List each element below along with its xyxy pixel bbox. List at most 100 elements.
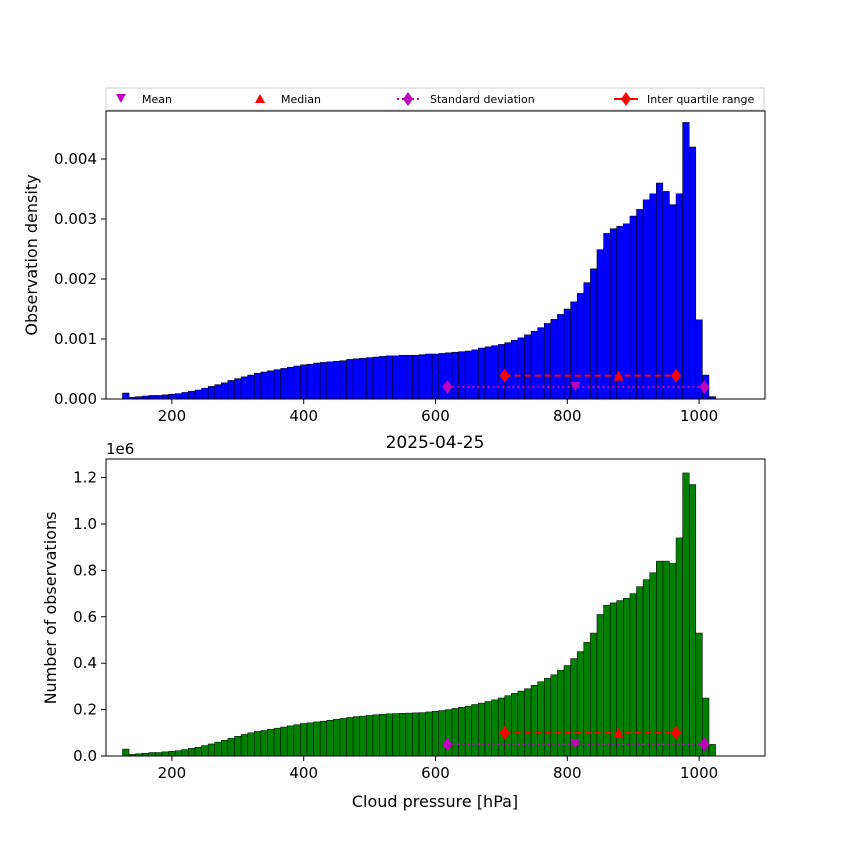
density-x-tick-label: 400 xyxy=(289,407,318,425)
count-bar xyxy=(267,729,275,757)
count-bar xyxy=(708,744,716,757)
count-iqr-marker xyxy=(671,725,682,740)
count-std-marker xyxy=(699,737,710,752)
count-iqr-marker xyxy=(499,725,510,740)
count-std-marker xyxy=(442,737,453,752)
density-bar xyxy=(675,193,683,400)
density-bar xyxy=(464,350,472,400)
density-x-tick-label: 200 xyxy=(158,407,187,425)
density-bar xyxy=(603,233,611,400)
count-bar xyxy=(372,714,380,757)
density-bar xyxy=(188,390,196,400)
count-bar xyxy=(168,751,176,757)
count-bar xyxy=(247,732,255,757)
count-x-ticks: 200 400 600 800 1000 xyxy=(158,756,718,782)
density-bar xyxy=(392,355,400,400)
density-bar xyxy=(286,366,295,400)
count-bar xyxy=(688,484,697,757)
count-bar xyxy=(491,699,499,757)
density-bar xyxy=(174,393,183,400)
count-bar xyxy=(260,730,268,757)
density-bar xyxy=(583,282,591,400)
density-bar xyxy=(405,354,413,400)
density-bar xyxy=(590,268,598,400)
density-bar xyxy=(168,393,176,400)
density-bar xyxy=(399,354,407,400)
count-bar xyxy=(174,750,183,757)
density-bar xyxy=(438,353,446,400)
density-bar xyxy=(319,362,328,400)
count-bar xyxy=(359,715,367,757)
count-bar xyxy=(438,710,446,757)
count-bar xyxy=(662,560,670,757)
count-bar xyxy=(649,572,657,757)
count-y-tick-label: 0.8 xyxy=(73,561,97,579)
density-bar xyxy=(254,372,262,400)
density-bar xyxy=(234,378,242,400)
count-bar xyxy=(405,712,413,757)
density-panel: 200 400 600 800 1000 0.0000.0010.0020.0030.0… xyxy=(22,110,766,425)
count-bar xyxy=(484,701,492,757)
count-bar xyxy=(306,722,314,757)
density-bar xyxy=(313,362,321,400)
density-bar xyxy=(458,351,466,400)
density-x-tick-label: 600 xyxy=(421,407,450,425)
count-x-tick-label: 1000 xyxy=(680,764,718,782)
density-bar xyxy=(227,380,235,400)
count-bar xyxy=(583,642,591,757)
density-bar xyxy=(293,365,301,400)
density-std-marker xyxy=(699,380,710,394)
count-bar xyxy=(511,693,519,757)
density-bar xyxy=(609,228,617,400)
count-bar xyxy=(300,723,308,757)
count-bar xyxy=(425,711,433,757)
density-stats xyxy=(442,368,710,394)
density-bar xyxy=(656,182,664,400)
count-y-tick-label: 0.6 xyxy=(73,608,97,626)
density-bar xyxy=(669,204,677,400)
count-panel: 2025-04-25 1e6 200 400 600 800 1000 0.00.20.… xyxy=(41,433,766,811)
density-bar xyxy=(484,346,492,400)
density-bar xyxy=(326,361,334,400)
count-y-tick-label: 0.2 xyxy=(73,701,97,719)
count-bar xyxy=(240,734,248,757)
count-bar xyxy=(161,751,169,757)
count-bar xyxy=(379,713,387,757)
density-y-tick-label: 0.000 xyxy=(54,390,97,408)
density-bar xyxy=(649,193,657,400)
density-bar xyxy=(273,369,281,400)
count-x-tick-label: 200 xyxy=(158,764,187,782)
count-bar xyxy=(155,752,163,757)
density-bar xyxy=(240,376,248,400)
density-bar xyxy=(339,360,347,400)
density-bar xyxy=(267,370,275,400)
count-x-tick-label: 800 xyxy=(553,764,582,782)
count-bar xyxy=(517,690,525,757)
density-bar xyxy=(161,394,169,400)
count-bar xyxy=(524,688,532,757)
count-bar xyxy=(234,736,242,757)
count-bar xyxy=(194,746,202,757)
density-iqr-marker xyxy=(499,368,510,383)
density-bar xyxy=(122,392,130,400)
count-bar xyxy=(596,614,604,757)
density-bar xyxy=(537,327,545,400)
density-bar xyxy=(247,374,255,400)
count-bar xyxy=(478,702,486,757)
count-bar xyxy=(464,705,472,757)
density-y-tick-label: 0.001 xyxy=(54,330,97,348)
density-bars xyxy=(122,122,716,400)
legend-mean-marker xyxy=(116,94,126,103)
density-bar xyxy=(366,357,374,400)
density-y-tick-label: 0.002 xyxy=(54,270,97,288)
count-y-ticks: 0.0 0.2 0.4 0.6 0.8 1.0 1.2 xyxy=(73,469,106,765)
count-bar xyxy=(682,472,690,757)
density-bar xyxy=(306,363,314,400)
density-bar xyxy=(346,359,354,400)
density-bar xyxy=(451,351,459,400)
count-bar xyxy=(181,749,189,757)
density-bar xyxy=(372,356,380,400)
count-mean-marker xyxy=(570,739,581,749)
density-x-ticks: 200 400 600 800 1000 xyxy=(158,399,718,425)
density-bar xyxy=(431,353,440,400)
